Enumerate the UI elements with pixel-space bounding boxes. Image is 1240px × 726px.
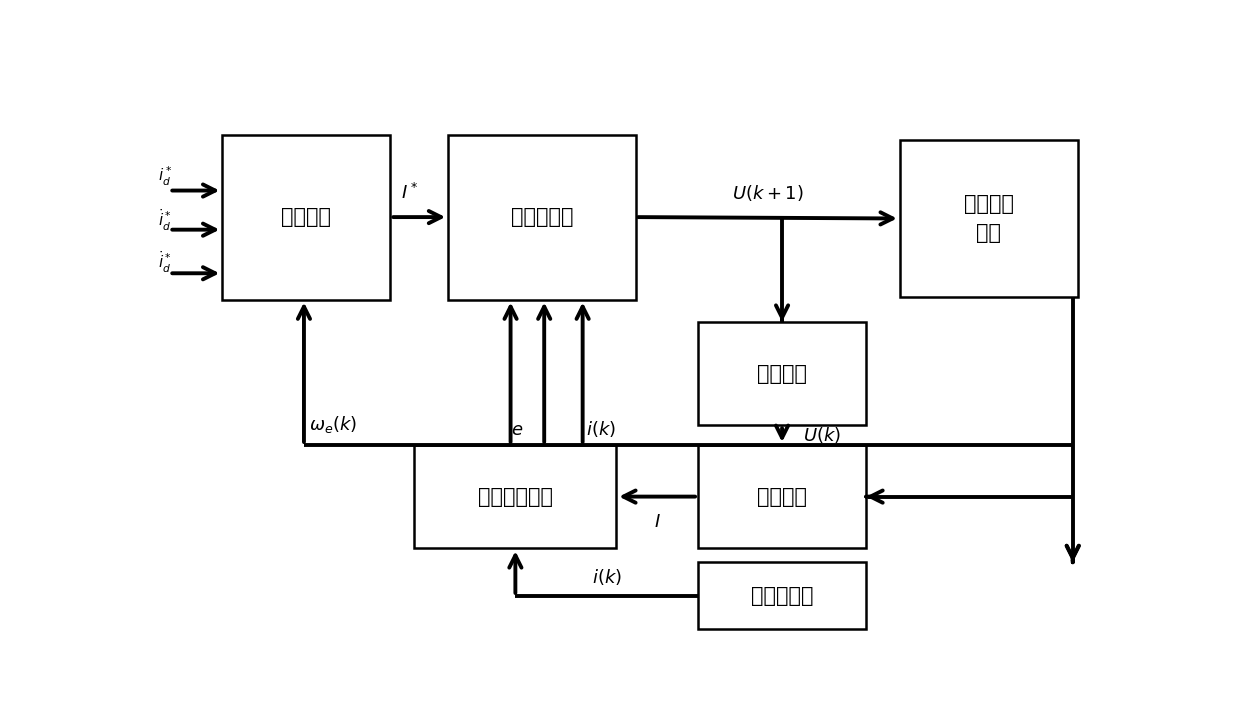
Bar <box>698 322 866 425</box>
Bar <box>698 563 866 629</box>
Text: $I^*$: $I^*$ <box>402 183 418 203</box>
Text: $I$: $I$ <box>653 513 661 531</box>
Text: $i_d^*$: $i_d^*$ <box>157 165 172 188</box>
Bar <box>414 445 616 548</box>
Text: 预测误差计算: 预测误差计算 <box>477 486 553 507</box>
Text: $e$: $e$ <box>511 421 523 439</box>
Text: $i(k)$: $i(k)$ <box>591 568 621 587</box>
Text: 永磁同步
电机: 永磁同步 电机 <box>963 194 1013 243</box>
Bar <box>448 134 635 300</box>
Text: 参考轨迹: 参考轨迹 <box>281 207 331 227</box>
Text: 最优控制器: 最优控制器 <box>511 207 573 227</box>
Bar <box>698 445 866 548</box>
Text: $\omega_e(k)$: $\omega_e(k)$ <box>309 414 357 435</box>
Text: $i(k)$: $i(k)$ <box>587 420 616 439</box>
Text: $U(k+1)$: $U(k+1)$ <box>732 183 804 203</box>
Text: $\dot{i}_d^*$: $\dot{i}_d^*$ <box>157 250 171 275</box>
Bar <box>222 134 391 300</box>
Text: $U(k)$: $U(k)$ <box>804 425 841 445</box>
Text: 模型预测: 模型预测 <box>758 486 807 507</box>
Bar <box>900 140 1078 297</box>
Text: 电流传感器: 电流传感器 <box>750 586 813 605</box>
Text: 单位延时: 单位延时 <box>758 364 807 383</box>
Text: $\dot{i}_d^*$: $\dot{i}_d^*$ <box>157 208 171 233</box>
